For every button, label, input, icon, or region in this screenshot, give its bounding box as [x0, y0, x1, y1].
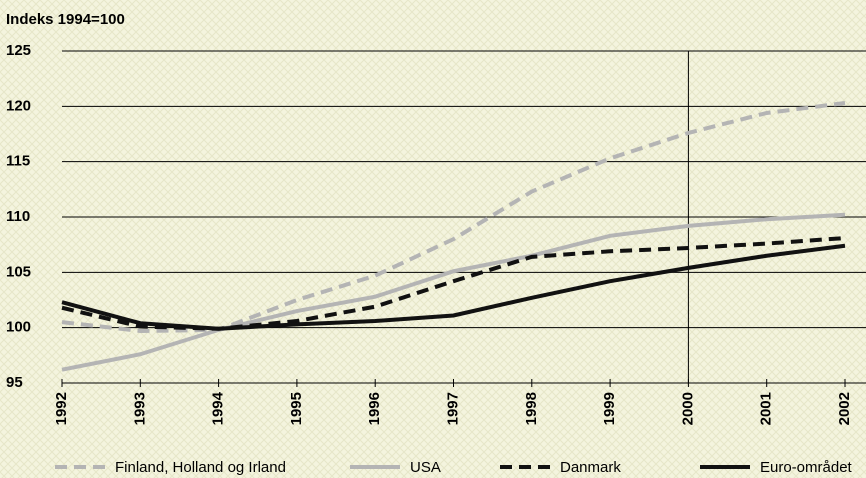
- legend-label: Danmark: [560, 459, 621, 476]
- y-tick-label: 125: [6, 42, 31, 59]
- y-tick-label: 100: [6, 319, 31, 336]
- chart-title: Indeks 1994=100: [6, 11, 125, 28]
- x-tick-label: 2002: [836, 392, 853, 425]
- x-tick-label: 2001: [758, 392, 775, 425]
- legend-label: Euro-området: [760, 459, 853, 476]
- series-line: [61, 236, 846, 331]
- y-tick-label: 110: [6, 208, 30, 225]
- legend-label: Finland, Holland og Irland: [115, 459, 286, 476]
- x-tick-label: 1998: [523, 392, 540, 425]
- y-tick-label: 105: [6, 263, 31, 280]
- x-tick-label: 2000: [679, 392, 696, 425]
- x-tick-label: 1996: [366, 392, 383, 425]
- y-tick-label: 120: [6, 97, 31, 114]
- x-tick-label: 1995: [288, 392, 305, 425]
- legend-label: USA: [410, 459, 441, 476]
- series-line: [61, 212, 846, 372]
- x-tick-label: 1992: [53, 392, 70, 425]
- y-tick-label: 115: [6, 153, 30, 170]
- y-tick-label: 95: [6, 374, 23, 391]
- x-tick-label: 1997: [444, 392, 461, 425]
- x-tick-label: 1999: [601, 392, 618, 425]
- series-line: [61, 101, 846, 333]
- x-tick-label: 1994: [210, 391, 227, 425]
- series-line: [61, 243, 846, 331]
- x-tick-label: 1993: [131, 392, 148, 425]
